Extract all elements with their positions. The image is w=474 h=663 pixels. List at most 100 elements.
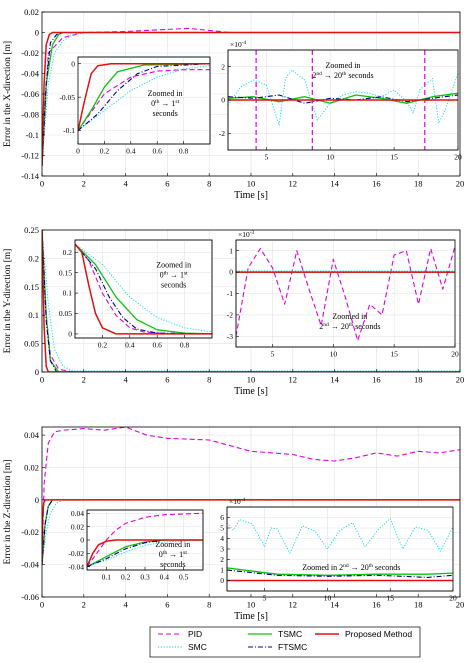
series-line-ftsmc — [42, 230, 460, 372]
y-tick-label: -0.08 — [21, 109, 39, 119]
x-tick-label: 20 — [456, 375, 465, 385]
inset-annotation: 0th → 1st — [159, 550, 188, 559]
x-tick-label: 6 — [165, 179, 169, 189]
inset-annotation: seconds — [160, 560, 185, 569]
x-tick-label: 10 — [247, 600, 256, 610]
y-tick-label: -0.02 — [68, 549, 84, 558]
x-tick-label: 12 — [289, 179, 298, 189]
y-tick-label: -3 — [227, 332, 233, 341]
x-tick-label: 4 — [123, 375, 128, 385]
y-tick-label: 6 — [220, 513, 224, 522]
x-tick-label: 20 — [451, 350, 459, 359]
x-tick-label: 4 — [123, 179, 128, 189]
y-tick-label: 0.15 — [59, 268, 72, 277]
y-axis-label: Error in the Z-direction [m] — [3, 460, 13, 565]
y-tick-label: -0.1 — [63, 126, 75, 135]
inset-series-group — [236, 246, 455, 342]
inset-frame-border — [77, 56, 211, 145]
x-tick-label: 15 — [386, 594, 394, 603]
x-tick-label: 2 — [82, 375, 86, 385]
y-tick-label: 0.05 — [24, 339, 39, 349]
x-tick-label: 0.2 — [121, 573, 131, 582]
y-tick-label: -0.04 — [21, 68, 39, 78]
y-tick-label: 2 — [221, 62, 225, 71]
x-tick-label: 10 — [247, 179, 256, 189]
y-tick-label: -0.02 — [21, 527, 39, 537]
inset-annotation: Zoomed in — [326, 61, 361, 70]
x-tick-label: 18 — [414, 375, 423, 385]
x-tick-label: 4 — [123, 600, 128, 610]
x-tick-label: 14 — [330, 600, 339, 610]
series-line-pid — [87, 512, 203, 568]
series-line-pid — [78, 69, 210, 131]
legend-label: Proposed Method — [345, 629, 412, 639]
x-tick-label: 8 — [207, 179, 211, 189]
series-line-proposed — [78, 62, 210, 131]
inset-frame — [77, 56, 211, 145]
x-tick-label: 6 — [165, 600, 169, 610]
x-tick-label: 12 — [289, 375, 298, 385]
y-tick-label: 0.04 — [71, 509, 84, 518]
y-tick-label: 0 — [221, 96, 225, 105]
x-tick-label: 8 — [207, 375, 211, 385]
series-line-smc — [87, 539, 203, 568]
inset-series-group — [75, 243, 212, 335]
x-axis-label: Time [s] — [234, 190, 268, 201]
series-line-proposed — [87, 539, 203, 567]
x-tick-label: 14 — [330, 179, 339, 189]
series-line-pid — [236, 246, 455, 342]
y-tick-label: -0.04 — [21, 560, 39, 570]
y-tick-label: -0.1 — [26, 130, 39, 140]
inset-exponent-label: ×10-4 — [230, 40, 246, 49]
series-group — [42, 427, 460, 565]
y-tick-label: 0.2 — [28, 253, 39, 263]
x-tick-label: 6 — [165, 375, 169, 385]
inset-annotation: Zoomed in — [156, 260, 191, 269]
inset-annotation: Zoomed in — [332, 312, 367, 321]
inset-series-group — [87, 512, 203, 568]
y-tick-label: 0 — [35, 495, 39, 505]
inset-annotation: Zoomed in 2nd → 20th seconds — [302, 563, 400, 572]
y-tick-label: -0.14 — [21, 171, 39, 181]
y-tick-label: 0 — [68, 330, 72, 339]
inset-annotation: 2nd → 20th seconds — [319, 322, 380, 331]
x-tick-label: 14 — [330, 375, 339, 385]
inset-annotation: Zoomed in — [148, 89, 183, 98]
inset-annotation: 0th → 1st — [151, 99, 180, 108]
series-line-proposed — [75, 243, 212, 335]
y-axis-label: Error in the Y-direction [m] — [3, 249, 13, 354]
y-tick-label: 0 — [220, 576, 224, 585]
x-tick-label: 12 — [289, 600, 298, 610]
series-line-ftsmc — [227, 569, 453, 578]
inset-1-0: 0.2 0.4 0.6 0.8 0 0.05 0.1 0.15 0.2 Zoomed in0th … — [59, 239, 213, 350]
inset-series-group — [78, 62, 210, 132]
y-tick-label: 0.1 — [63, 289, 73, 298]
x-tick-label: 10 — [330, 350, 338, 359]
series-line-proposed — [42, 31, 460, 166]
x-axis-label: Time [s] — [234, 386, 268, 397]
inset-exponent-label: ×10-3 — [238, 230, 254, 239]
legend: PID TSMC Proposed Method SMC FTSMC — [149, 626, 421, 658]
y-tick-label: 0.25 — [24, 225, 39, 235]
x-tick-label: 10 — [324, 594, 332, 603]
y-tick-label: 0.05 — [59, 309, 72, 318]
x-tick-label: 0.5 — [179, 573, 189, 582]
inset-annotation: Zoomed in — [155, 540, 190, 549]
x-tick-label: 0.4 — [160, 573, 170, 582]
x-tick-label: 0.2 — [98, 341, 108, 350]
x-tick-label: 10 — [326, 153, 334, 162]
series-line-smc — [228, 69, 458, 126]
x-tick-label: 15 — [390, 153, 398, 162]
series-line-tsmc — [227, 567, 453, 576]
x-tick-label: 2 — [82, 600, 86, 610]
x-tick-label: 18 — [414, 179, 423, 189]
x-tick-label: 0.4 — [126, 147, 136, 156]
y-axis-label: Error in the X-direction [m] — [3, 41, 13, 147]
series-line-smc — [75, 243, 212, 333]
x-tick-label: 0.3 — [140, 573, 150, 582]
x-tick-label: 0 — [40, 375, 44, 385]
inset-frame-border — [74, 239, 213, 339]
x-tick-label: 0.4 — [125, 341, 135, 350]
x-tick-label: 0.8 — [180, 341, 190, 350]
legend-label: SMC — [188, 642, 207, 652]
